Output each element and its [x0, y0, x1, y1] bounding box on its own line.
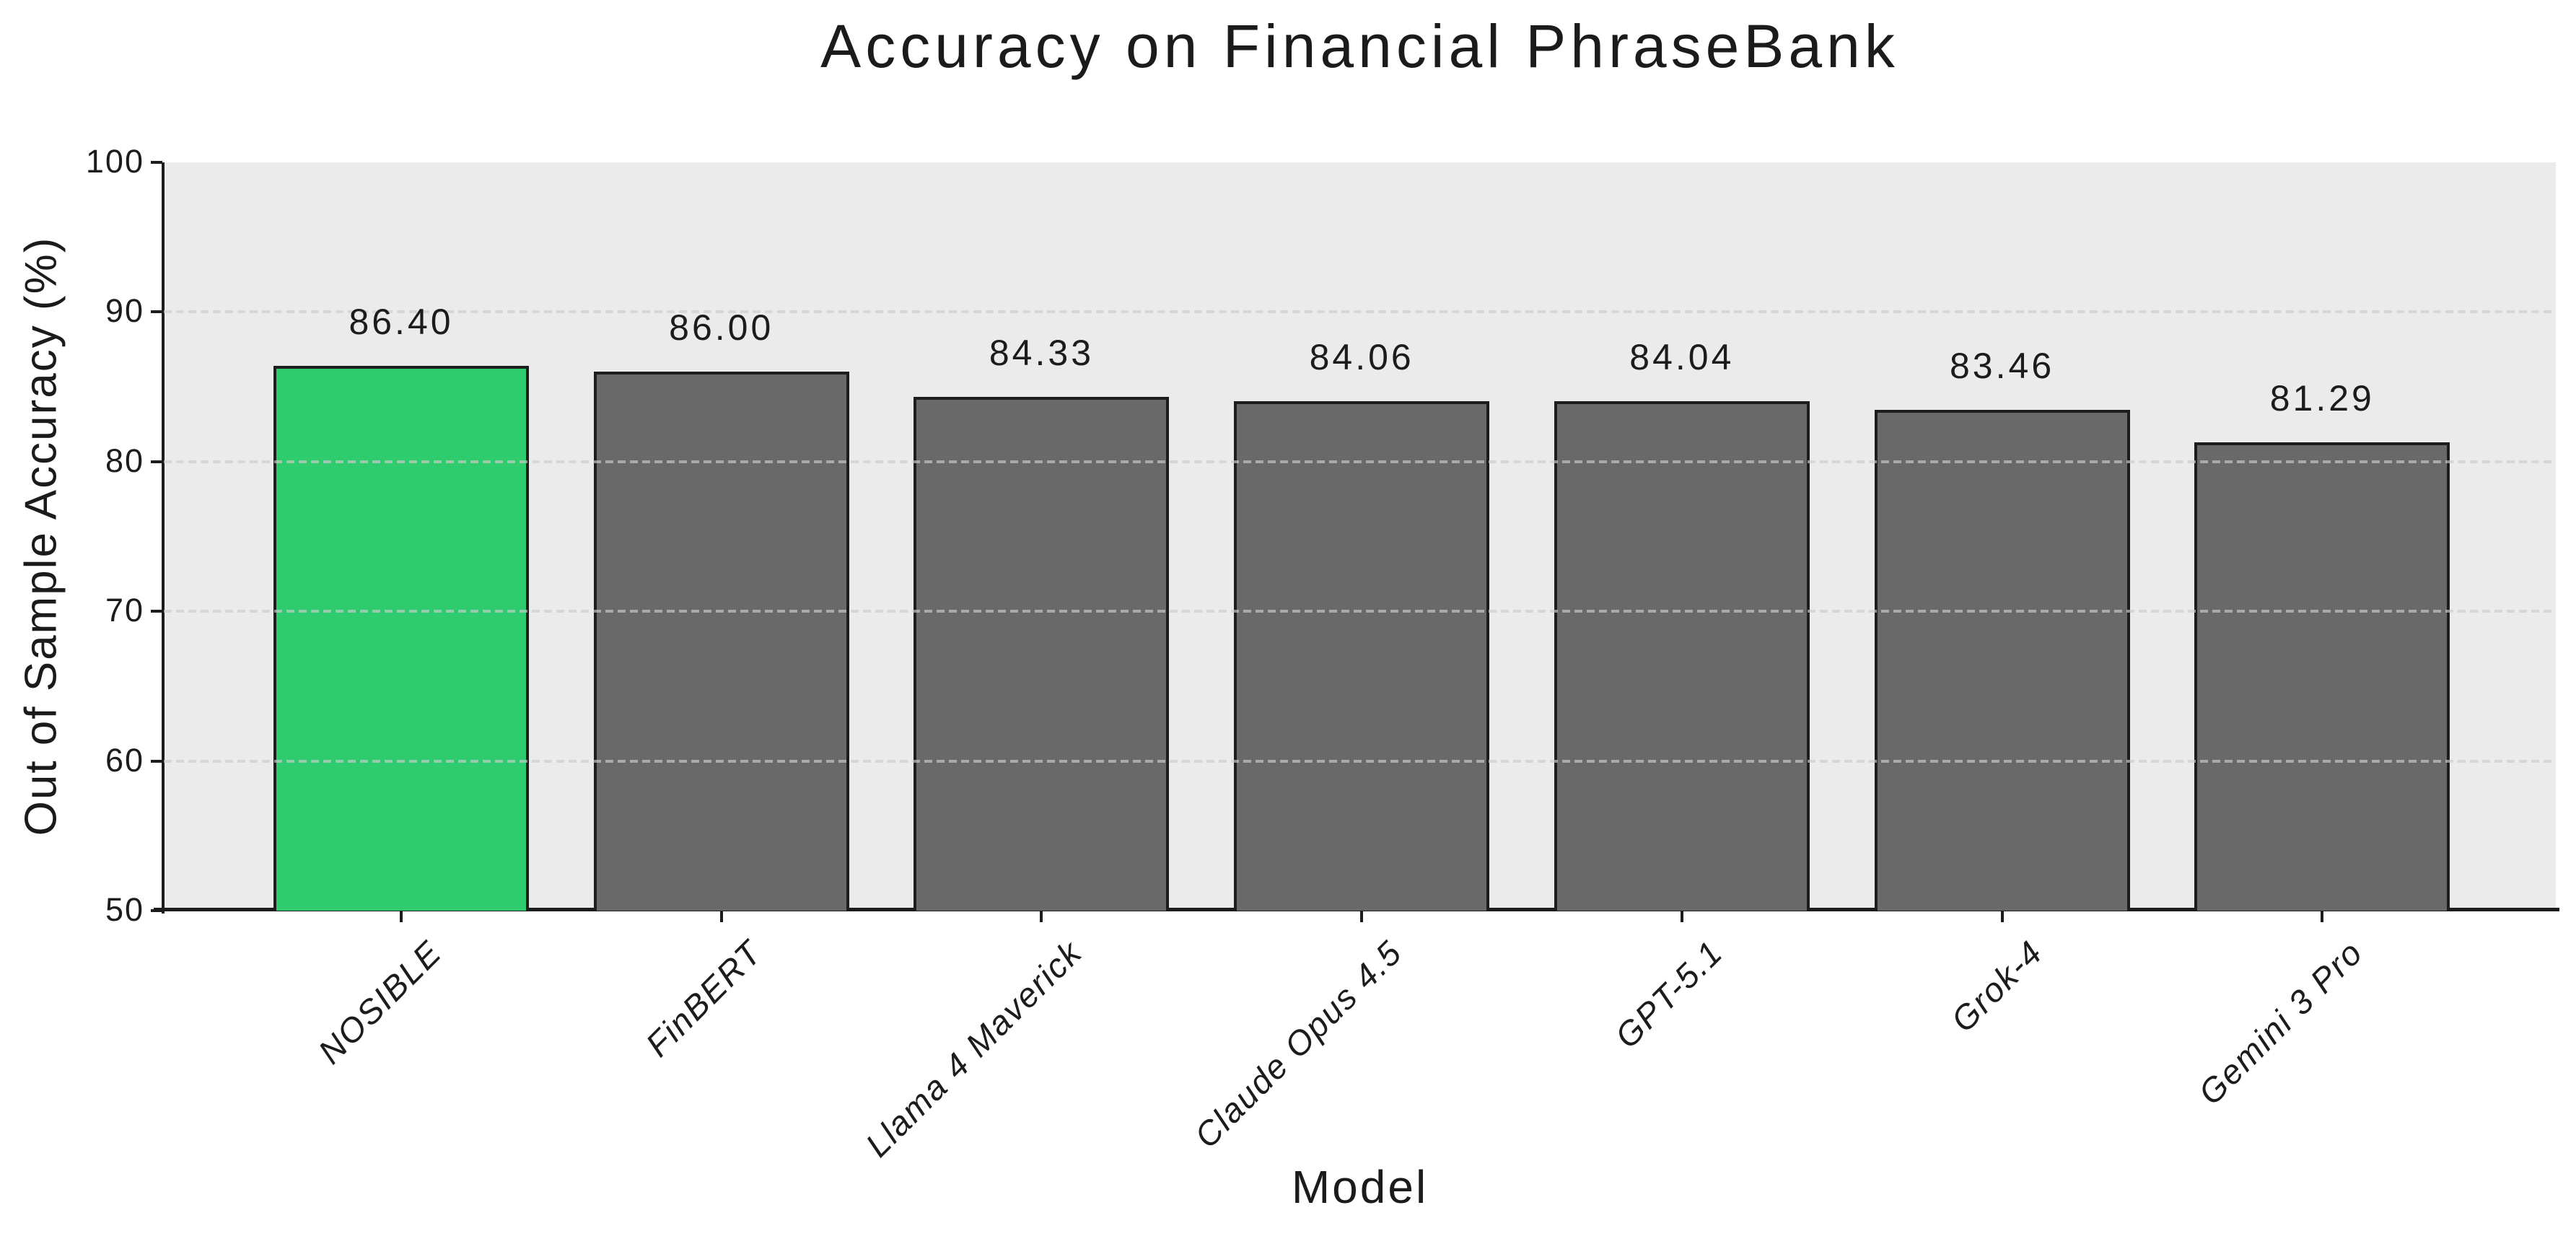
x-tick-mark: [400, 911, 403, 922]
y-tick-label: 60: [105, 741, 144, 779]
bar-value-label: 81.29: [2269, 378, 2375, 419]
x-tick-mark: [1040, 911, 1043, 922]
x-tick-mark: [2321, 911, 2324, 922]
x-tick-mark: [1360, 911, 1364, 922]
bar-grok-4: [1874, 410, 2130, 911]
x-tick-mark: [1680, 911, 1683, 922]
chart-title: Accuracy on Financial PhraseBank: [820, 12, 1899, 80]
y-tick-label: 80: [105, 442, 144, 479]
bar-claude-opus-4-5: [1234, 400, 1490, 911]
bar-value-label: 83.46: [1950, 346, 2055, 387]
y-tick-mark: [151, 161, 162, 164]
bar-llama-4-maverick: [914, 397, 1170, 911]
bar-finbert: [593, 372, 849, 911]
x-tick-label-nosible: NOSIBLE: [310, 932, 450, 1072]
gridline-60: [164, 759, 2556, 763]
x-tick-label-gpt-5-1: GPT-5.1: [1607, 932, 1730, 1056]
x-tick-mark: [719, 911, 723, 922]
bar-value-label: 84.06: [1309, 336, 1414, 377]
x-tick-label-finbert: FinBERT: [638, 932, 769, 1064]
y-tick-mark: [151, 909, 162, 912]
y-tick-label: 50: [105, 891, 144, 928]
bar-gpt-5-1: [1554, 401, 1810, 911]
bar-value-label: 86.40: [349, 302, 454, 343]
y-tick-label: 100: [85, 143, 144, 180]
x-tick-label-gemini-3-pro: Gemini 3 Pro: [2191, 932, 2370, 1113]
gridline-90: [164, 310, 2556, 314]
x-tick-label-grok-4: Grok-4: [1943, 932, 2050, 1040]
gridline-80: [164, 460, 2556, 463]
bar-nosible: [273, 366, 529, 911]
y-tick-mark: [151, 610, 162, 613]
y-tick-mark: [151, 310, 162, 314]
plot-area: 86.40 86.00 84.33 84.06 84.04 83.46 81.29: [164, 162, 2556, 911]
x-tick-label-claude-opus-4-5: Claude Opus 4.5: [1187, 932, 1410, 1155]
x-axis-label: Model: [1291, 1161, 1429, 1213]
bar-value-label: 86.00: [669, 307, 774, 349]
y-tick-label: 70: [105, 592, 144, 629]
bar-value-label: 84.33: [989, 332, 1094, 373]
y-axis-spine: [162, 162, 165, 914]
x-tick-mark: [2000, 911, 2004, 922]
y-tick-mark: [151, 759, 162, 763]
y-tick-label: 90: [105, 292, 144, 330]
bar-gemini-3-pro: [2194, 442, 2450, 911]
gridline-70: [164, 610, 2556, 613]
x-tick-label-llama-4-maverick: Llama 4 Maverick: [858, 932, 1090, 1165]
bar-value-label: 84.04: [1629, 337, 1735, 377]
y-tick-mark: [151, 460, 162, 463]
